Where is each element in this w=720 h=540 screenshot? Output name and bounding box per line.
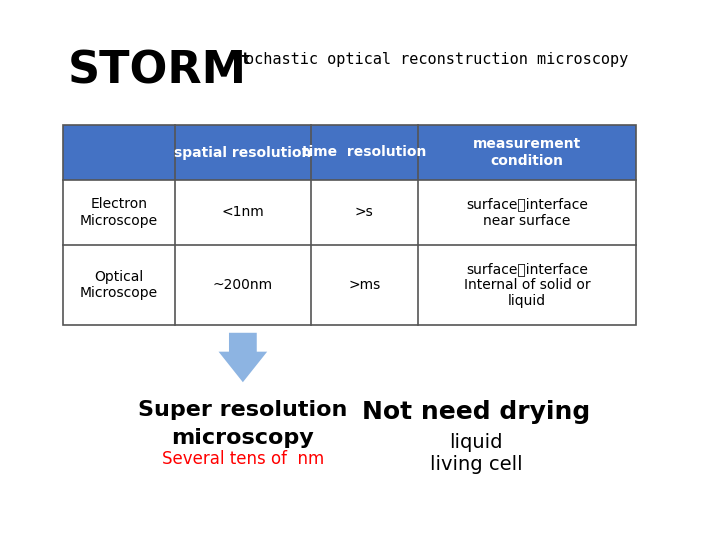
Text: ochastic optical reconstruction microscopy: ochastic optical reconstruction microsco… (245, 52, 628, 67)
Text: microscopy: microscopy (171, 428, 314, 448)
Text: Electron
Microscope: Electron Microscope (80, 198, 158, 227)
Text: spatial resolution: spatial resolution (174, 145, 312, 159)
Text: Not need drying: Not need drying (362, 400, 590, 424)
Text: liquid: liquid (449, 433, 503, 452)
FancyArrowPatch shape (219, 333, 267, 382)
Text: <1nm: <1nm (222, 206, 264, 219)
FancyBboxPatch shape (63, 245, 636, 325)
Text: living cell: living cell (430, 455, 522, 474)
Text: >ms: >ms (348, 278, 380, 292)
Text: ~200nm: ~200nm (213, 278, 273, 292)
Text: Optical
Microscope: Optical Microscope (80, 270, 158, 300)
Text: >s: >s (355, 206, 374, 219)
Text: surface・interface
Internal of solid or
liquid: surface・interface Internal of solid or l… (464, 262, 590, 308)
Text: Several tens of  nm: Several tens of nm (162, 450, 324, 468)
Text: time  resolution: time resolution (302, 145, 426, 159)
Text: Super resolution: Super resolution (138, 400, 348, 420)
Text: surface・interface
near surface: surface・interface near surface (466, 198, 588, 227)
Text: measurement
condition: measurement condition (473, 137, 581, 167)
FancyBboxPatch shape (63, 125, 636, 180)
FancyBboxPatch shape (63, 180, 636, 245)
Text: STORM: STORM (68, 50, 247, 93)
Text: st: st (233, 52, 251, 67)
